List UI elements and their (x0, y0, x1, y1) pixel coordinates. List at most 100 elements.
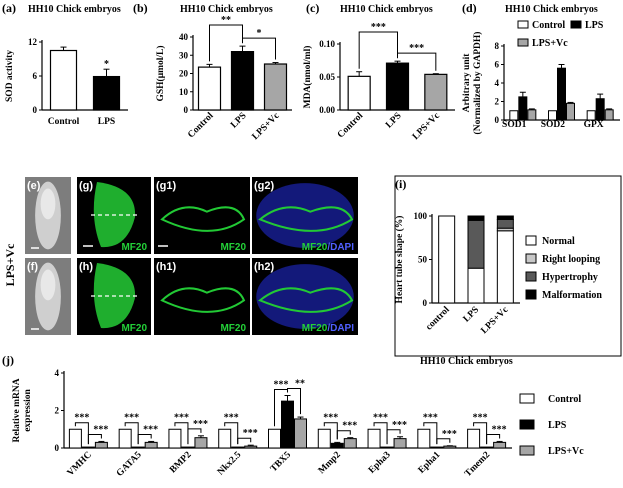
significance-b: ** (221, 15, 231, 26)
image-panel-label: (h) (79, 261, 93, 273)
significance-j: *** (124, 413, 139, 424)
micrograph-e: (e) (25, 177, 71, 254)
significance-j: *** (174, 413, 189, 424)
x-tick-label-i: LPS (462, 305, 481, 324)
bar-b-2 (263, 63, 288, 111)
y-tick-label-c: 0.00 (319, 105, 335, 115)
myocardium-stain (160, 287, 246, 313)
significance-j: *** (392, 420, 407, 431)
significance-bracket-j (473, 422, 488, 445)
image-panel-label: (h1) (156, 261, 177, 273)
legend-swatch-i (525, 271, 537, 282)
stacked-bar-i-1-2 (467, 219, 485, 269)
stain-label: MF20 (121, 242, 147, 253)
y-tick-label-d: 8 (495, 41, 500, 51)
panel-title-a: HH10 Chick embryos (28, 4, 121, 15)
y-tick-label-i: 50 (418, 255, 428, 265)
y-tick-label-b: 40 (179, 32, 189, 42)
bar-j-5-1 (330, 442, 344, 449)
y-tick-label-b: 0 (184, 105, 189, 115)
y-tick-label-d: 0 (495, 115, 500, 125)
stacked-bar-i-1-0 (467, 267, 485, 304)
bar-a-1 (92, 75, 121, 111)
stain-dapi: /DAPI (327, 323, 354, 334)
x-tick-label-c: Control (336, 111, 366, 141)
legend-label-j: LPS (548, 420, 567, 431)
x-tick-label-c: LPS+Vc (411, 111, 442, 142)
bar-j-4-1 (281, 400, 294, 449)
bar-d-1-0 (548, 110, 557, 121)
micrograph-f: (f) (25, 258, 71, 335)
bar-j-0-2 (94, 441, 108, 449)
bar-j-3-2 (244, 445, 258, 449)
significance-j: *** (373, 413, 388, 424)
side-label: LPS+Vc (3, 243, 17, 287)
stain-label: MF20 (121, 323, 147, 334)
x-tick-label-j: TBX5 (269, 450, 293, 474)
embryo-head (40, 188, 56, 220)
x-tick-label-j: Nkx2.5 (216, 450, 244, 478)
bar-c-1 (385, 62, 410, 111)
legend-label-i: Hypertrophy (542, 272, 598, 283)
legend-label-j: LPS+Vc (548, 446, 584, 457)
significance-bracket-b (209, 24, 243, 62)
significance-bracket-c (397, 52, 437, 71)
stacked-bar-i-0-0 (438, 215, 456, 304)
y-axis-label-c: MDA(nmol/ml) (302, 46, 313, 109)
x-tick-label-j: Tmem2 (463, 450, 492, 479)
significance-j: *** (274, 380, 289, 391)
panel-frame-i (394, 175, 622, 357)
stacked-bar-i-1-3 (467, 215, 485, 221)
image-panel-label: (g2) (254, 180, 275, 192)
micrograph-g: (g) MF20 (77, 177, 151, 254)
micrograph-g2: (g2) MF20/DAPI (252, 177, 358, 254)
y-tick-label-b: 30 (179, 50, 189, 60)
significance-j: ** (295, 379, 305, 390)
significance-bracket-j (237, 437, 252, 445)
bar-j-2-1 (181, 446, 195, 449)
legend-swatch-j (519, 419, 535, 430)
micrograph-panels: (e) (g) MF20 (g1) MF20 (g2) MF20/DAPI (f) (h) MF2… (25, 177, 358, 335)
legend-swatch-d (517, 20, 529, 29)
panel-label-d: (d) (462, 1, 477, 15)
y-tick-label-a: 6 (33, 71, 38, 81)
image-panel-label: (e) (27, 180, 41, 192)
significance-b: * (257, 28, 262, 39)
y-tick-label-i: 0 (423, 298, 428, 308)
panel-label-a: (a) (2, 1, 16, 15)
legend-swatch-j (519, 393, 535, 404)
stain-label: MF20 (220, 323, 246, 334)
significance-j: *** (224, 413, 239, 424)
x-tick-label-j: BMP2 (168, 450, 194, 476)
y-axis-label2-j: expression (23, 389, 33, 432)
myocardium-stain (258, 287, 354, 313)
significance-bracket-c (358, 31, 398, 69)
y-tick-label-j: 4 (55, 368, 60, 378)
legend-swatch-d (517, 38, 529, 47)
bar-j-6-2 (393, 438, 407, 449)
bar-c-0 (347, 75, 371, 111)
bar-j-2-0 (168, 428, 182, 449)
bar-j-0-1 (81, 446, 95, 449)
x-tick-label-d: GPX (584, 120, 604, 130)
bar-b-0 (197, 66, 222, 111)
bar-j-1-2 (144, 441, 158, 449)
x-tick-label-j: Mmp2 (317, 450, 343, 476)
significance-bracket-j (87, 433, 102, 445)
bar-j-5-0 (317, 428, 331, 449)
image-panel-label: (h2) (254, 261, 275, 273)
significance-bracket-j (124, 422, 139, 445)
bar-b-1 (230, 50, 255, 111)
bar-j-4-2 (294, 418, 307, 449)
significance-j: *** (442, 429, 457, 440)
y-tick-label-j: 0 (55, 443, 60, 453)
stain-label: MF20 (220, 242, 246, 253)
bar-j-6-0 (367, 428, 381, 449)
y-axis-label-i: Heart tube shape (%) (394, 216, 405, 304)
bar-j-0-0 (68, 428, 82, 449)
bar-d-0-0 (509, 110, 519, 121)
micrograph-h2: (h2) MF20/DAPI (252, 258, 358, 335)
dapi-stain (256, 183, 354, 248)
x-tick-label-b: LPS+Vc (251, 111, 282, 142)
